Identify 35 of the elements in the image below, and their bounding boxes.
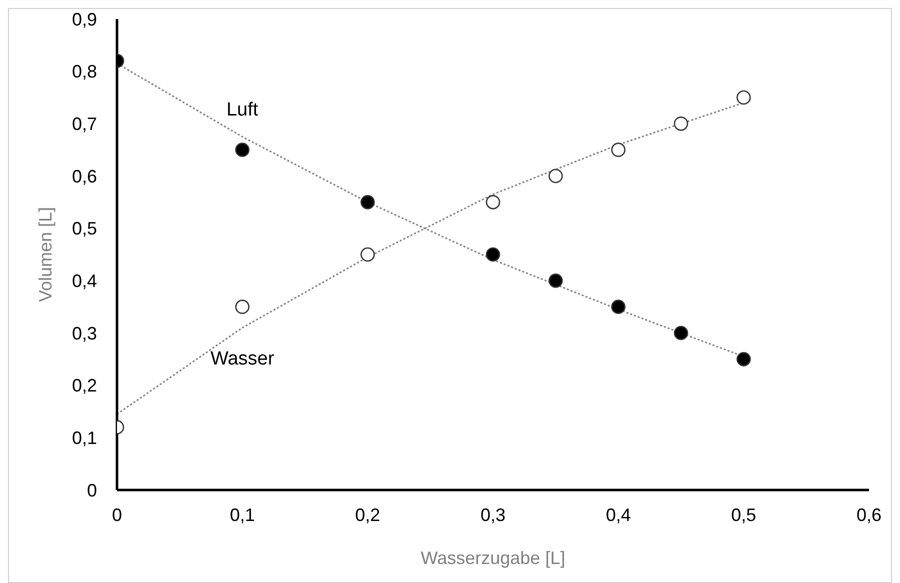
point [486,195,500,210]
y-tick-label: 0 [86,480,97,500]
point [360,195,375,210]
x-tick-label: 0,1 [230,504,255,525]
point [736,352,751,366]
y-tick-label: 0,2 [72,376,97,396]
point [611,142,626,157]
x-axis-title: Wasserzugabe [L] [420,548,566,568]
x-tick-label: 0,2 [355,504,380,525]
point [486,247,500,262]
y-tick-label: 0,9 [72,9,97,30]
y-tick-label: 0,5 [72,218,97,239]
x-tick-label: 0,5 [731,504,756,525]
point [360,247,375,262]
y-tick-label: 0,3 [72,323,97,344]
point [674,116,688,131]
point [736,90,751,105]
y-tick-label: 0,4 [72,271,97,292]
text: Wasser [210,348,275,370]
point [235,300,250,314]
point [548,168,563,184]
x-tick-label: 0,3 [480,504,506,525]
y-axis-title: Volumen [L] [35,206,56,302]
point [548,274,563,288]
point [674,326,688,340]
x-tick-label: 0 [112,504,122,525]
y-tick-label: 0,1 [72,428,97,448]
point [611,300,626,314]
series-label: Luft [226,99,259,120]
point [235,142,250,157]
x-tick-label: 0,4 [606,504,631,525]
x-tick-label: 0,6 [856,504,882,525]
y-tick-label: 0,6 [72,166,97,186]
y-tick-label: 0,7 [72,114,97,134]
y-tick-label: 0,8 [72,62,97,82]
